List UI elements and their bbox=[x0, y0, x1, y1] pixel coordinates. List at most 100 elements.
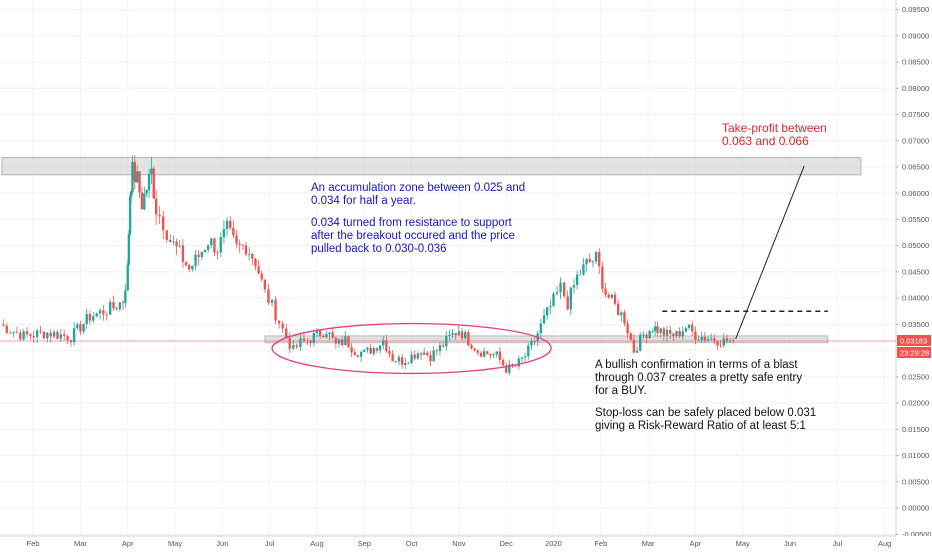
annotation-accumulation-2: 0.034 for half a year. bbox=[311, 195, 416, 207]
x-tick-label: Jun bbox=[216, 539, 228, 548]
x-tick-label: Oct bbox=[406, 539, 419, 548]
y-tick-label: 0.07500 bbox=[902, 110, 929, 119]
axis-corner bbox=[896, 536, 932, 550]
candle-body bbox=[2, 325, 5, 326]
candle-body bbox=[79, 324, 82, 332]
candle-body bbox=[372, 348, 375, 354]
candle-body bbox=[165, 230, 168, 240]
candle-body bbox=[178, 245, 181, 247]
candle-body bbox=[12, 331, 15, 333]
candle-body bbox=[143, 193, 146, 210]
candle-body bbox=[432, 350, 435, 362]
candle-body bbox=[722, 338, 725, 346]
y-tick-label: 0.05500 bbox=[902, 215, 929, 224]
candle-body bbox=[684, 328, 688, 332]
candle-body bbox=[669, 329, 672, 334]
candle-body bbox=[292, 345, 295, 349]
candle-body bbox=[341, 339, 344, 346]
projection-line bbox=[735, 165, 805, 340]
candle-body bbox=[575, 274, 579, 286]
annotation-flip-3: pulled back to 0.030-0.036 bbox=[311, 243, 447, 255]
candle-body bbox=[126, 264, 129, 291]
candle-body bbox=[454, 333, 457, 336]
candle-body bbox=[533, 340, 536, 342]
y-tick-label: 0.09000 bbox=[902, 31, 929, 40]
candle-body bbox=[350, 347, 353, 353]
candle-body bbox=[124, 290, 127, 304]
candle-body bbox=[505, 365, 508, 373]
candle-body bbox=[66, 335, 69, 341]
candle-body bbox=[713, 338, 716, 342]
candle-body bbox=[546, 307, 549, 316]
y-tick-label: 0.00000 bbox=[902, 504, 929, 513]
y-tick-label: 0.08500 bbox=[902, 58, 929, 67]
current-price-tag bbox=[897, 335, 931, 347]
candle-body bbox=[675, 330, 678, 337]
candle-body bbox=[257, 266, 260, 274]
candle-body bbox=[130, 192, 133, 197]
annotation-buy-1: A bullish confirmation in terms of a bla… bbox=[595, 359, 798, 371]
candle-body bbox=[194, 254, 197, 266]
y-tick-label: 0.04500 bbox=[902, 267, 929, 276]
y-tick-label: 0.05000 bbox=[902, 241, 929, 250]
candle-body bbox=[356, 355, 360, 357]
candle-body bbox=[105, 314, 108, 316]
candle-body bbox=[206, 245, 210, 250]
candle-body bbox=[85, 313, 88, 325]
candle-body bbox=[56, 331, 59, 339]
candle-body bbox=[678, 330, 681, 337]
candle-body bbox=[672, 333, 675, 337]
candle-body bbox=[598, 252, 601, 267]
candle-body bbox=[397, 357, 401, 362]
candle-body bbox=[697, 339, 700, 341]
annotation-stoploss-1: Stop-loss can be safely placed below 0.0… bbox=[595, 407, 816, 419]
candle-body bbox=[445, 335, 448, 347]
y-tick-label: 0.01500 bbox=[902, 425, 929, 434]
candle-body bbox=[200, 251, 204, 258]
candle-body bbox=[495, 351, 498, 355]
candle-body bbox=[225, 220, 229, 230]
candle-body bbox=[594, 252, 598, 262]
candle-body bbox=[76, 324, 79, 329]
candle-body bbox=[569, 287, 573, 310]
candle-body bbox=[312, 333, 315, 343]
candle-body bbox=[281, 323, 284, 329]
candle-body bbox=[197, 254, 200, 258]
candle-body bbox=[419, 353, 423, 355]
x-tick-label: Sep bbox=[358, 539, 371, 548]
candle-body bbox=[169, 239, 172, 243]
candle-body bbox=[620, 312, 623, 316]
candle-body bbox=[235, 235, 238, 244]
x-tick-label: Jun bbox=[784, 539, 796, 548]
candle-body bbox=[579, 274, 582, 276]
candle-body bbox=[539, 323, 543, 334]
candle-body bbox=[470, 345, 473, 349]
candle-body bbox=[25, 331, 29, 335]
candle-body bbox=[270, 299, 274, 303]
annotation-flip-2: after the breakout occured and the price bbox=[311, 230, 515, 242]
candle-body bbox=[591, 261, 595, 263]
candle-body bbox=[404, 362, 407, 365]
candle-body bbox=[448, 334, 451, 336]
resistance-zone bbox=[1, 156, 862, 176]
x-axis[interactable]: Feb Mar Apr May Jun Jul Aug Sep Oct Nov Dec 2020 Feb… bbox=[27, 539, 892, 548]
candle-body bbox=[274, 299, 277, 321]
candle-body bbox=[511, 364, 514, 366]
candle-body bbox=[108, 302, 112, 315]
candle-body bbox=[656, 326, 659, 333]
candle-body bbox=[277, 320, 281, 324]
candle-body bbox=[39, 330, 42, 332]
candle-body bbox=[520, 357, 524, 359]
candle-body bbox=[552, 293, 555, 307]
candle-body bbox=[238, 243, 241, 245]
candle-body bbox=[416, 353, 420, 359]
candle-body bbox=[353, 352, 356, 356]
candle-body bbox=[626, 323, 629, 334]
candle-body bbox=[492, 354, 495, 356]
candle-body bbox=[382, 340, 385, 346]
candle-body bbox=[247, 254, 251, 255]
y-axis[interactable]: 0.09500 0.09000 0.08500 0.08000 0.07500 0.070… bbox=[896, 5, 932, 539]
candle-body bbox=[388, 351, 391, 354]
candle-body bbox=[325, 333, 328, 338]
